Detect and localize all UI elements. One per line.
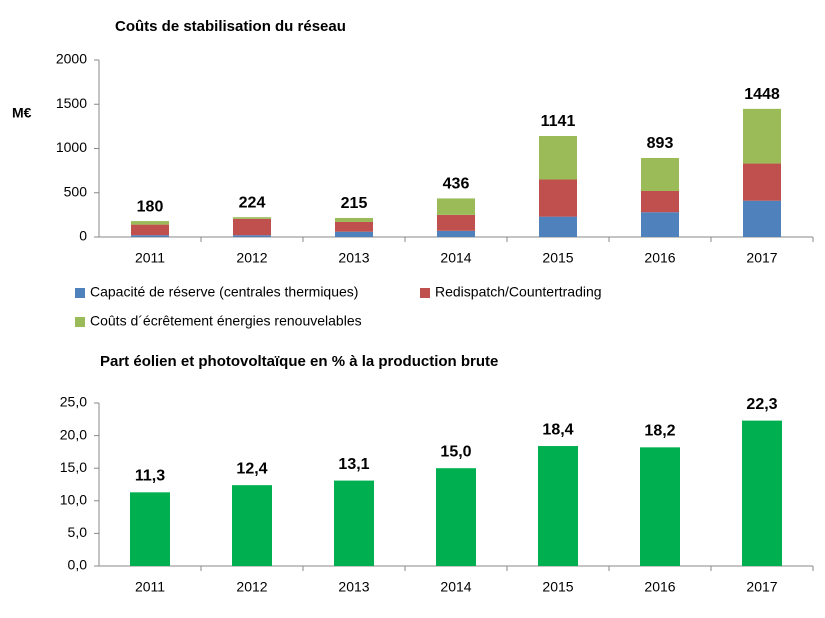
y-tick-label: 500 [64,183,88,199]
bar-segment [437,214,475,231]
total-label: 1448 [744,86,780,103]
bar [130,492,170,566]
value-label: 15,0 [440,443,471,460]
x-tick-label: 2014 [440,250,471,266]
y-tick-label: 5,0 [68,524,88,540]
value-label: 22,3 [746,396,777,413]
y-tick-label: 25,0 [60,394,87,410]
bar-segment [131,221,169,225]
value-label: 12,4 [236,460,267,477]
x-tick-label: 2016 [644,250,675,266]
x-tick-label: 2012 [236,579,267,595]
bar-segment [437,230,475,237]
x-tick-label: 2017 [746,250,777,266]
y-axis-label: M€ [12,105,32,121]
bar-segment [539,179,577,217]
total-label: 215 [341,195,368,212]
x-tick-label: 2013 [338,579,369,595]
y-tick-label: 0 [79,228,87,244]
bar-segment [437,198,475,215]
total-label: 1141 [541,113,576,130]
chart-title: Coûts de stabilisation du réseau [115,18,346,35]
bar-segment [233,218,271,236]
y-tick-label: 1500 [56,95,87,111]
legend-label: Capacité de réserve (centrales thermique… [90,284,358,300]
value-label: 11,3 [135,468,165,485]
bar-segment [641,190,679,213]
y-tick-label: 2000 [56,51,87,67]
bar [640,447,680,566]
chart-title: Part éolien et photovoltaïque en % à la … [100,353,498,370]
total-label: 893 [647,135,674,152]
x-tick-label: 2011 [135,579,165,595]
bar-segment [743,108,781,164]
bar-segment [335,221,373,232]
bar-segment [743,200,781,237]
value-label: 18,2 [644,423,675,440]
y-tick-label: 1000 [56,139,87,155]
bar-segment [641,212,679,237]
legend-swatch [75,288,85,298]
total-label: 180 [137,198,164,215]
x-tick-label: 2011 [135,250,165,266]
x-tick-label: 2014 [440,579,471,595]
bar-segment [539,136,577,180]
legend-label: Coûts d´écrêtement énergies renouvelable… [90,313,362,329]
bar [538,446,578,566]
x-tick-label: 2012 [236,250,267,266]
x-tick-label: 2015 [542,579,573,595]
y-tick-label: 0,0 [68,557,88,573]
bar-segment [131,235,169,237]
bar-segment [131,224,169,236]
bar-segment [539,216,577,237]
bar [436,468,476,566]
total-label: 224 [239,194,266,211]
x-tick-label: 2013 [338,250,369,266]
bar [742,420,782,566]
legend-swatch [420,288,430,298]
bar-segment [641,157,679,191]
value-label: 13,1 [338,456,369,473]
bar-segment [233,235,271,237]
legend-swatch [75,317,85,327]
y-tick-label: 20,0 [60,426,87,442]
bar [334,480,374,566]
x-tick-label: 2017 [746,579,777,595]
bar-segment [335,231,373,237]
y-tick-label: 15,0 [60,459,87,475]
x-tick-label: 2016 [644,579,675,595]
y-tick-label: 10,0 [60,492,87,508]
value-label: 18,4 [542,421,573,438]
legend-label: Redispatch/Countertrading [435,284,602,300]
bar [232,485,272,566]
x-tick-label: 2015 [542,250,573,266]
bar-segment [743,163,781,201]
total-label: 436 [443,176,470,193]
bar-segment [233,217,271,219]
bar-segment [335,217,373,222]
